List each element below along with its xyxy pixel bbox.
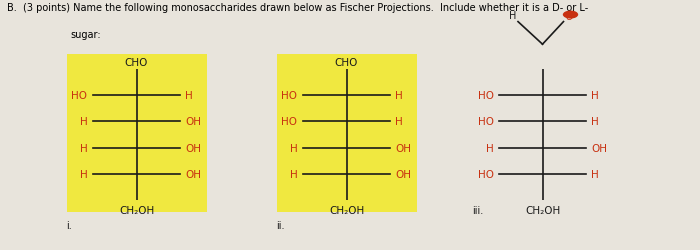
Text: HO: HO: [477, 91, 494, 101]
Text: H: H: [80, 117, 88, 127]
Text: OH: OH: [186, 169, 202, 179]
Text: H: H: [592, 91, 599, 101]
Text: H: H: [395, 91, 403, 101]
Text: CHO: CHO: [125, 58, 148, 68]
Text: OH: OH: [592, 143, 608, 153]
Text: HO: HO: [281, 91, 298, 101]
Text: H: H: [395, 117, 403, 127]
Text: OH: OH: [186, 117, 202, 127]
Text: HO: HO: [477, 169, 494, 179]
Text: B.  (3 points) Name the following monosaccharides drawn below as Fischer Project: B. (3 points) Name the following monosac…: [7, 2, 588, 12]
Text: sugar:: sugar:: [70, 30, 101, 40]
Text: H: H: [592, 169, 599, 179]
Text: HO: HO: [281, 117, 298, 127]
Text: H: H: [186, 91, 193, 101]
Text: H: H: [290, 143, 298, 153]
Text: HO: HO: [477, 117, 494, 127]
Bar: [276, 55, 416, 212]
Text: i.: i.: [66, 220, 72, 230]
Text: iii.: iii.: [473, 205, 484, 215]
Text: OH: OH: [186, 143, 202, 153]
Text: H: H: [510, 11, 517, 21]
Text: CHO: CHO: [335, 58, 358, 68]
Bar: [66, 55, 206, 212]
Text: OH: OH: [395, 169, 412, 179]
Text: CH₂OH: CH₂OH: [525, 205, 560, 215]
Text: CH₂OH: CH₂OH: [329, 205, 364, 215]
Text: CH₂OH: CH₂OH: [119, 205, 154, 215]
Text: H: H: [290, 169, 298, 179]
Text: H: H: [80, 169, 88, 179]
Text: OH: OH: [395, 143, 412, 153]
Text: H: H: [80, 143, 88, 153]
Ellipse shape: [563, 12, 578, 20]
Text: O: O: [566, 12, 573, 22]
Text: H: H: [486, 143, 493, 153]
Text: H: H: [592, 117, 599, 127]
Text: ii.: ii.: [276, 220, 285, 230]
Text: HO: HO: [71, 91, 88, 101]
